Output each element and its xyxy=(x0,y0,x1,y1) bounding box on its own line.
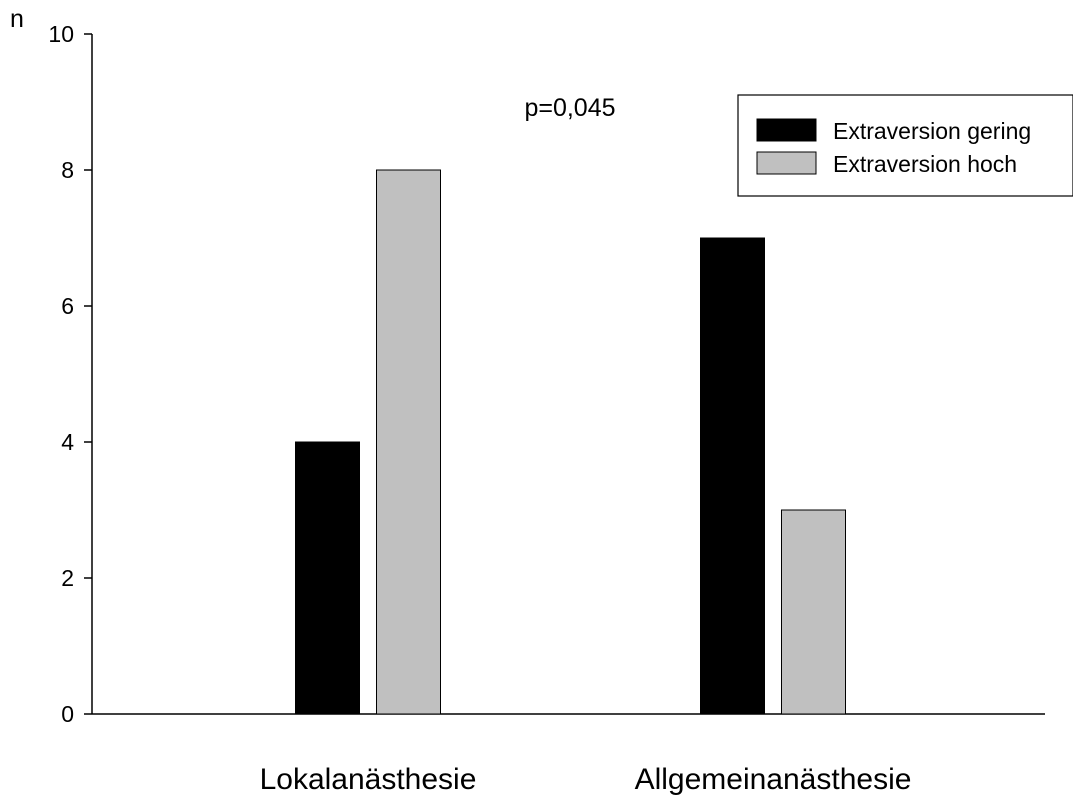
y-tick-label: 6 xyxy=(61,293,74,319)
x-tick-label: Allgemeinanästhesie xyxy=(635,763,912,796)
p-value-annotation: p=0,045 xyxy=(524,94,615,122)
y-axis-ticks: 0 2 4 6 8 10 xyxy=(48,21,92,727)
x-tick-label: Lokalanästhesie xyxy=(260,763,477,796)
y-tick-label: 2 xyxy=(61,565,74,591)
bar-1-1 xyxy=(781,509,846,715)
bar-0-0 xyxy=(295,441,360,715)
bar-0-1 xyxy=(376,169,441,715)
x-axis-tick-labels: Lokalanästhesie Allgemeinanästhesie xyxy=(260,763,912,796)
legend-label-extraversion-gering: Extraversion gering xyxy=(833,118,1031,144)
y-tick-label: 4 xyxy=(61,429,74,455)
bar-1-0 xyxy=(700,237,765,715)
legend-swatch-extraversion-hoch xyxy=(756,151,817,175)
legend: Extraversion gering Extraversion hoch xyxy=(737,94,1073,197)
y-tick-label: 10 xyxy=(48,21,74,47)
y-tick-label: 8 xyxy=(61,157,74,183)
y-axis-label: n xyxy=(10,5,24,33)
bars xyxy=(295,169,846,715)
legend-box xyxy=(737,94,1073,197)
y-tick-label: 0 xyxy=(61,701,74,727)
legend-swatch-extraversion-gering xyxy=(756,118,817,142)
legend-label-extraversion-hoch: Extraversion hoch xyxy=(833,151,1017,177)
